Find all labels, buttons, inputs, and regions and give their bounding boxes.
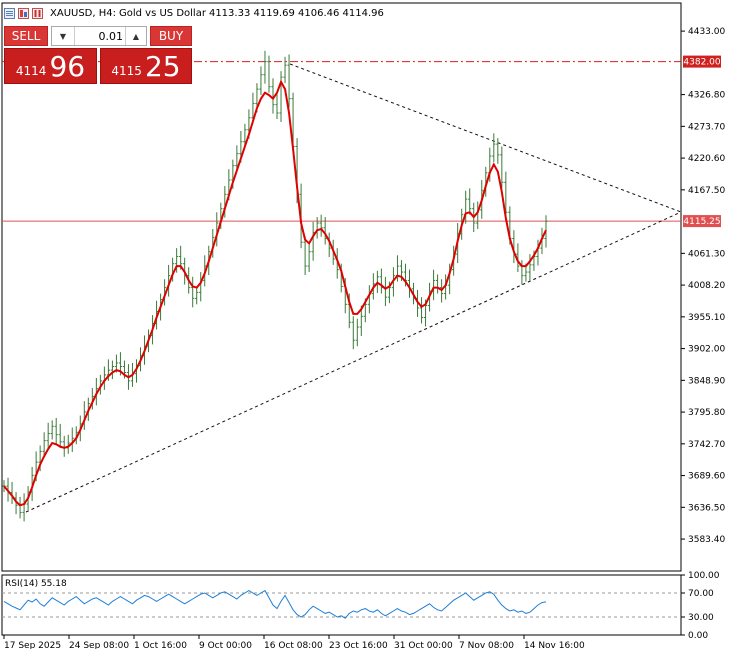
lower-trendline[interactable] <box>25 211 682 513</box>
price-axis[interactable]: 4433.00 4326.80 4273.70 4220.60 4167.50 4061.… <box>681 27 725 545</box>
ohlc-bar <box>528 254 532 282</box>
ohlc-bar <box>275 93 279 119</box>
price-tick-label: 3902.00 <box>688 345 725 355</box>
chart-symbol: XAUUSD, H4: <box>50 7 116 19</box>
rsi-tick-label: 30.00 <box>688 613 714 623</box>
ohlc-bar <box>259 66 263 96</box>
ohlc-bar <box>54 417 58 444</box>
rsi-title: RSI(14) 55.18 <box>5 579 67 589</box>
ohlc-bar <box>516 243 520 273</box>
sell-price-small: 4114 <box>15 64 47 78</box>
rsi-axis: 100.00 70.00 30.00 0.00 <box>681 571 720 641</box>
price-tick-label: 4220.60 <box>688 154 725 164</box>
time-tick-label: 24 Sep 08:00 <box>69 641 129 649</box>
buy-button[interactable]: BUY <box>150 26 192 46</box>
time-tick-label: 23 Oct 16:00 <box>329 641 388 649</box>
chart-description: Gold vs US Dollar <box>119 7 206 19</box>
lot-size-field[interactable]: ▼ 0.01 ▲ <box>51 26 147 46</box>
price-tick-label: 3689.60 <box>688 472 725 482</box>
price-tick-label: 4326.80 <box>688 91 725 101</box>
ohlc-bar <box>323 217 327 245</box>
ohlc-bar <box>283 56 287 84</box>
sell-button[interactable]: SELL <box>4 26 48 46</box>
price-tick-label: 3583.40 <box>688 535 725 545</box>
buy-price-small: 4115 <box>111 64 142 78</box>
ohlc-bar <box>319 214 323 237</box>
price-tick-label: 3636.50 <box>688 503 725 513</box>
time-tick-label: 16 Oct 08:00 <box>264 641 323 649</box>
time-tick-label: 7 Nov 08:00 <box>459 641 514 649</box>
ohlc-bar <box>267 55 271 93</box>
trade-panel-controls: SELL ▼ 0.01 ▲ BUY <box>4 26 192 46</box>
current-price-label: 4115.25 <box>683 217 720 227</box>
price-tick-label: 4008.20 <box>688 281 725 291</box>
current-price-tag <box>683 215 721 228</box>
ohlc-bar <box>279 71 283 122</box>
ohlc-bar <box>110 360 115 380</box>
buy-price-big: 25 <box>144 49 181 83</box>
price-tick-label: 3795.80 <box>688 408 725 418</box>
ohlc-bar <box>58 423 62 448</box>
chart-menu-icon[interactable] <box>4 7 15 19</box>
ohlc-bar <box>195 286 199 305</box>
rsi-pane-border <box>1 574 682 636</box>
moving-average-line <box>3 79 547 507</box>
ohlc-bar <box>46 422 50 450</box>
price-tick-label: 3742.70 <box>688 440 725 450</box>
time-tick-label: 14 Nov 16:00 <box>524 641 585 649</box>
one-click-trading-icon[interactable] <box>32 7 43 19</box>
price-tick-label: 4167.50 <box>688 186 725 196</box>
time-tick-label: 31 Oct 00:00 <box>394 641 453 649</box>
buy-price-button[interactable]: 4115 25 <box>100 48 192 84</box>
ohlc-bar <box>496 138 500 164</box>
price-tick-label: 4273.70 <box>688 122 725 132</box>
one-click-trading-panel: SELL ▼ 0.01 ▲ BUY 4114 96 4115 25 <box>4 26 192 84</box>
sell-price-button[interactable]: 4114 96 <box>4 48 97 84</box>
ohlc-bar <box>500 146 504 189</box>
rsi-tick-label: 70.00 <box>688 589 714 599</box>
ohlc-bar <box>307 243 311 273</box>
ohlc-bar <box>303 236 307 276</box>
ohlc-bar <box>50 420 54 440</box>
price-tick-label: 4433.00 <box>688 27 725 37</box>
upper-trendline[interactable] <box>289 63 682 213</box>
ohlc-bar <box>42 432 46 458</box>
ohlc-bar <box>263 50 267 84</box>
chart-ohlc: 4113.33 4119.69 4106.46 4114.96 <box>208 7 384 19</box>
main-price-pane[interactable] <box>1 2 682 572</box>
price-tick-label: 3955.10 <box>688 313 725 323</box>
ohlc-bar <box>468 188 472 215</box>
rsi-pane[interactable]: RSI(14) 55.18 <box>1 574 682 636</box>
ohlc-bar <box>287 54 291 108</box>
rsi-line <box>3 589 547 619</box>
time-tick-label: 1 Oct 16:00 <box>134 641 187 649</box>
price-tick-label: 4061.30 <box>688 249 725 259</box>
ohlc-bar <box>235 145 239 172</box>
resistance-price-tag <box>683 55 721 68</box>
ohlc-bar <box>355 318 359 347</box>
price-tags: 4382.00 4115.25 <box>683 55 721 228</box>
ohlc-bar <box>175 248 179 273</box>
price-tick-label: 3848.90 <box>688 376 725 386</box>
depth-of-market-icon[interactable] <box>18 7 29 19</box>
time-tick-label: 17 Sep 2025 <box>4 641 61 649</box>
time-tick-label: 9 Oct 00:00 <box>199 641 252 649</box>
ohlc-bar <box>191 276 195 308</box>
time-axis[interactable]: 17 Sep 2025 24 Sep 08:00 1 Oct 16:00 9 Oct … <box>3 635 585 649</box>
rsi-tick-label: 0.00 <box>688 631 708 641</box>
ohlc-bar <box>351 316 355 350</box>
ohlc-bar <box>492 133 496 163</box>
chart-header: XAUUSD, H4: Gold vs US Dollar 4113.33 41… <box>4 6 384 20</box>
resistance-price-label: 4382.00 <box>683 58 720 68</box>
rsi-tick-label: 100.00 <box>688 571 720 581</box>
lot-dropdown-icon[interactable]: ▼ <box>52 27 75 45</box>
sell-price-big: 96 <box>49 49 86 83</box>
ohlc-bar <box>271 78 275 114</box>
lot-size-value[interactable]: 0.01 <box>98 29 124 43</box>
lot-increase-icon[interactable]: ▲ <box>125 27 146 45</box>
